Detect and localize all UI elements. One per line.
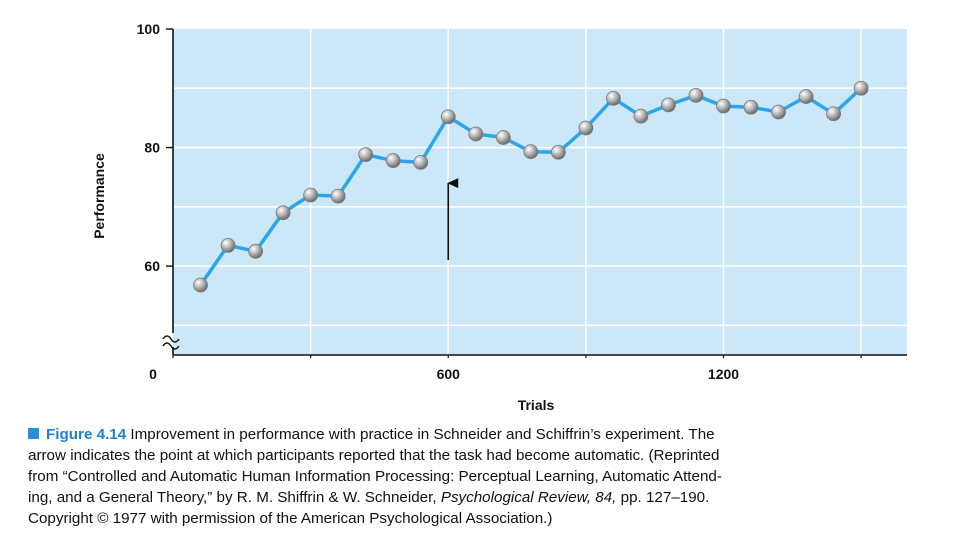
data-point	[523, 144, 539, 160]
data-point	[413, 154, 429, 170]
data-point	[853, 80, 869, 96]
figure-chart: 0 600 1200 60 80 100 Trials Performance	[91, 21, 907, 413]
x-axis-title: Trials	[518, 397, 555, 413]
data-point	[193, 277, 208, 293]
x-tick-label: 0	[149, 366, 157, 382]
axes	[162, 28, 907, 358]
tick-labels: 0 600 1200 60 80 100	[137, 21, 740, 382]
caption-journal: Psychological Review, 84,	[440, 489, 617, 506]
data-points	[193, 80, 869, 293]
caption-text-4a: ing, and a General Theory,” by R. M. Shi…	[28, 489, 437, 506]
figure-caption: Figure 4.14 Improvement in performance w…	[28, 424, 958, 529]
caption-line-4: ing, and a General Theory,” by R. M. Shi…	[28, 487, 958, 508]
data-point	[440, 109, 456, 125]
figure-label: Figure 4.14	[46, 426, 127, 443]
data-point	[743, 99, 759, 115]
axis-break-mark	[162, 335, 180, 343]
data-point	[358, 147, 374, 163]
data-point	[633, 108, 649, 124]
data-point	[385, 153, 401, 168]
plot-background	[173, 29, 907, 355]
data-point	[550, 144, 566, 160]
data-point	[275, 205, 291, 221]
caption-line-2: arrow indicates the point at which parti…	[28, 447, 720, 464]
data-point	[468, 126, 484, 142]
data-point	[495, 130, 511, 145]
data-point	[303, 187, 319, 203]
data-point	[330, 188, 346, 204]
caption-line-1: Figure 4.14 Improvement in performance w…	[28, 424, 958, 445]
caption-line-5: Copyright © 1977 with permission of the …	[28, 510, 553, 527]
y-axis-title: Performance	[91, 153, 107, 239]
y-tick-label: 60	[144, 258, 160, 274]
data-point	[248, 243, 263, 259]
y-tick-label: 80	[144, 140, 160, 156]
data-point	[220, 237, 236, 253]
axis-break-mark	[162, 342, 180, 350]
caption-text-1: Improvement in performance with practice…	[130, 426, 715, 443]
caption-square-icon	[28, 428, 39, 439]
y-tick-label: 100	[137, 21, 161, 37]
gridlines	[173, 29, 907, 355]
caption-line-3: from “Controlled and Automatic Human Inf…	[28, 468, 722, 485]
line-chart: 0 600 1200 60 80 100 Trials Performance	[91, 21, 907, 413]
x-tick-label: 1200	[708, 366, 739, 382]
caption-text-4b: pp. 127–190.	[620, 489, 710, 506]
data-point	[606, 90, 621, 106]
data-point	[688, 87, 704, 103]
data-point	[661, 97, 676, 113]
data-point	[826, 106, 841, 122]
data-point	[716, 98, 731, 114]
x-tick-label: 600	[437, 366, 461, 382]
data-point	[798, 89, 814, 104]
data-point	[578, 120, 594, 136]
data-point	[771, 104, 786, 120]
